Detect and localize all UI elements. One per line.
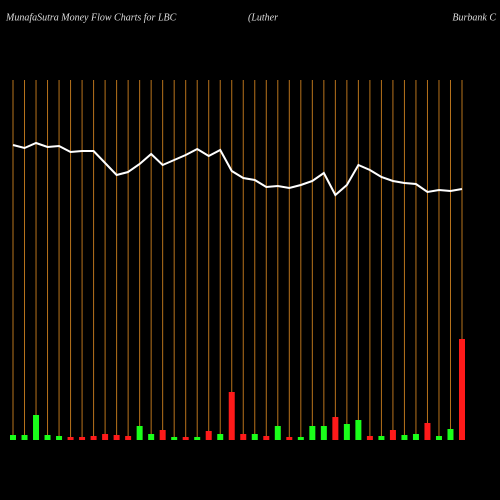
bar [366,436,373,440]
bar [228,392,235,440]
bar [171,437,178,440]
bar [148,434,155,440]
chart-title: Burbank C [452,12,496,23]
bar [217,434,224,440]
bar [412,434,419,440]
bar [79,437,86,440]
bar [90,436,97,440]
bar [44,435,51,440]
bar [194,437,201,440]
bar [274,426,281,440]
chart-title: MunafaSutra Money Flow Charts for LBC [5,12,177,23]
bar [113,435,120,440]
bar [263,436,270,440]
bar [205,431,212,440]
bar [401,435,408,440]
bar [320,426,327,440]
price-line [12,141,463,197]
chart-title: (Luther [248,12,278,23]
bar [435,436,442,440]
bar [424,423,431,440]
bar [136,426,143,440]
bar [56,436,63,440]
bar [389,430,396,440]
bar [159,430,166,440]
bar [447,429,454,440]
bar [332,417,339,440]
bar [251,434,258,440]
bar [297,437,304,440]
bar [355,420,362,440]
bar [240,434,247,440]
bar [378,436,385,440]
bar [21,435,28,440]
bar [286,437,293,440]
bar [67,437,74,440]
bar [102,434,109,440]
bar [309,426,316,440]
bar [182,437,189,440]
bar [459,339,465,440]
bar [33,415,40,440]
bar [343,424,350,440]
bar [10,435,16,440]
bar [125,436,132,440]
